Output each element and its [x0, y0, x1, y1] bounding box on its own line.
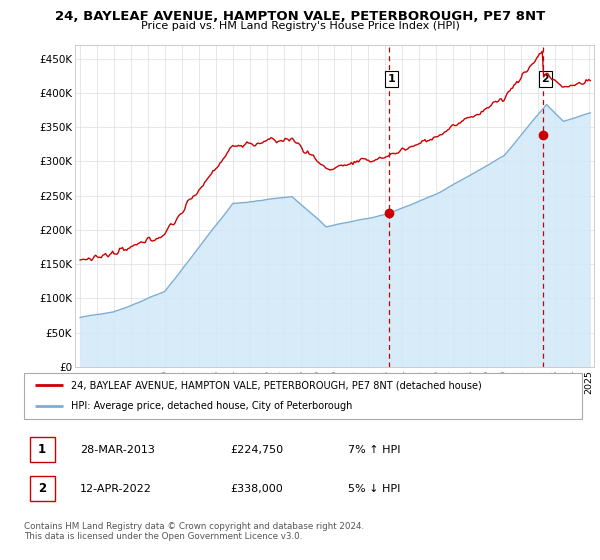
Text: 7% ↑ HPI: 7% ↑ HPI	[347, 445, 400, 455]
Text: 12-APR-2022: 12-APR-2022	[80, 484, 152, 494]
Text: 2: 2	[38, 482, 46, 496]
Text: £224,750: £224,750	[230, 445, 284, 455]
Text: 2: 2	[541, 74, 549, 84]
Text: HPI: Average price, detached house, City of Peterborough: HPI: Average price, detached house, City…	[71, 402, 353, 412]
Text: 24, BAYLEAF AVENUE, HAMPTON VALE, PETERBOROUGH, PE7 8NT: 24, BAYLEAF AVENUE, HAMPTON VALE, PETERB…	[55, 10, 545, 23]
FancyBboxPatch shape	[29, 477, 55, 501]
Text: 5% ↓ HPI: 5% ↓ HPI	[347, 484, 400, 494]
Text: 28-MAR-2013: 28-MAR-2013	[80, 445, 155, 455]
Text: 1: 1	[388, 74, 396, 84]
Text: 1: 1	[38, 444, 46, 456]
Text: Price paid vs. HM Land Registry's House Price Index (HPI): Price paid vs. HM Land Registry's House …	[140, 21, 460, 31]
Text: Contains HM Land Registry data © Crown copyright and database right 2024.
This d: Contains HM Land Registry data © Crown c…	[24, 522, 364, 542]
FancyBboxPatch shape	[29, 437, 55, 463]
Text: £338,000: £338,000	[230, 484, 283, 494]
Text: 24, BAYLEAF AVENUE, HAMPTON VALE, PETERBOROUGH, PE7 8NT (detached house): 24, BAYLEAF AVENUE, HAMPTON VALE, PETERB…	[71, 380, 482, 390]
